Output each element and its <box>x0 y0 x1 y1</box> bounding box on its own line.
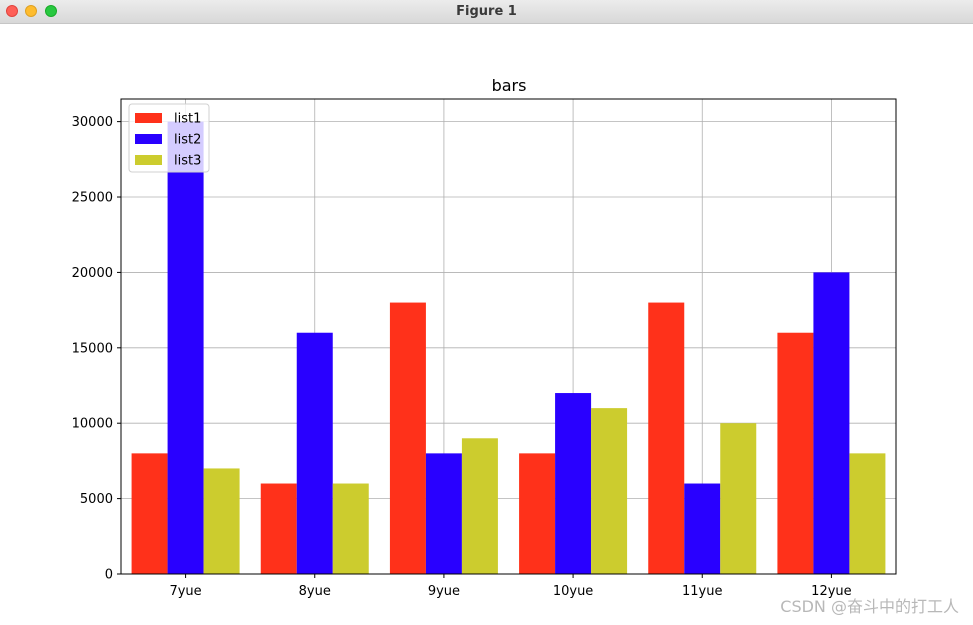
bar-list2-7yue <box>167 121 204 574</box>
bar-list2-10yue <box>555 393 592 574</box>
x-tick-label: 9yue <box>428 584 460 599</box>
axes-ticks: 0 5000 10000 15000 20000 25000 30000 7yue 8yue 9y… <box>72 115 852 599</box>
y-tick-label: 10000 <box>72 417 113 432</box>
bar-list1-10yue <box>519 453 556 574</box>
bar-list2-12yue <box>813 272 850 574</box>
x-tick-label: 11yue <box>682 584 722 599</box>
bar-list3-10yue <box>591 408 628 574</box>
watermark: CSDN @奋斗中的打工人 <box>780 597 959 616</box>
bar-list3-8yue <box>332 483 369 574</box>
legend-swatch-list3 <box>135 155 162 165</box>
bar-list1-12yue <box>777 332 814 574</box>
x-tick-label: 8yue <box>299 584 331 599</box>
bar-list1-11yue <box>648 302 685 574</box>
x-tick-label: 7yue <box>169 584 201 599</box>
x-tick-label: 10yue <box>553 584 593 599</box>
x-tick-label: 12yue <box>811 584 851 599</box>
legend-label-list3: list3 <box>174 154 201 169</box>
legend-label-list1: list1 <box>174 112 201 127</box>
maximize-window-button[interactable] <box>45 5 57 17</box>
bar-list2-9yue <box>425 453 462 574</box>
bar-list2-11yue <box>684 483 721 574</box>
legend-swatch-list2 <box>135 134 162 144</box>
bar-list3-7yue <box>203 468 240 574</box>
y-tick-label: 20000 <box>72 266 113 281</box>
bar-list3-12yue <box>849 453 886 574</box>
y-tick-label: 30000 <box>72 115 113 130</box>
window-title: Figure 1 <box>456 4 517 19</box>
bar-chart: bars 0 5000 10000 15000 20000 25000 30000 7yue 8… <box>0 25 973 625</box>
legend-label-list2: list2 <box>174 133 201 148</box>
window-titlebar: Figure 1 <box>0 0 973 24</box>
bar-list3-9yue <box>461 438 498 574</box>
bar-list3-11yue <box>720 423 757 574</box>
legend: list1 list2 list3 <box>128 103 210 173</box>
legend-swatch-list1 <box>135 113 162 123</box>
y-tick-label: 0 <box>105 568 113 583</box>
bar-list1-8yue <box>260 483 297 574</box>
bar-list2-8yue <box>296 332 333 574</box>
y-tick-label: 15000 <box>72 341 113 356</box>
chart-title: bars <box>492 76 527 95</box>
close-window-button[interactable] <box>6 5 18 17</box>
plot-frame <box>120 98 897 575</box>
bar-list1-9yue <box>389 302 426 574</box>
minimize-window-button[interactable] <box>25 5 37 17</box>
bars-group <box>131 121 886 574</box>
bar-list1-7yue <box>131 453 168 574</box>
y-tick-label: 25000 <box>72 191 113 206</box>
y-tick-label: 5000 <box>80 492 113 507</box>
